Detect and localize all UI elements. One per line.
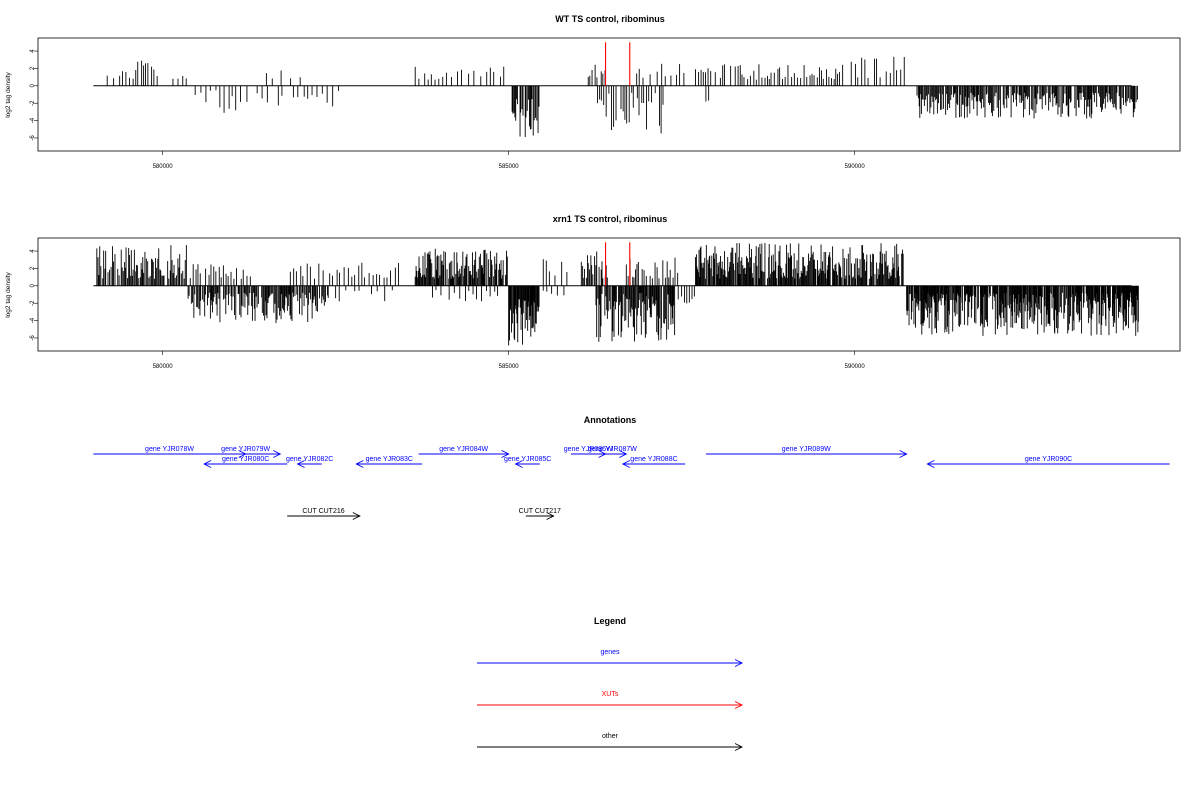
cut-arrow xyxy=(525,512,555,520)
gene-arrow xyxy=(598,450,628,458)
cut-label: CUT CUT216 xyxy=(302,508,344,515)
xrn1-y-tick-label: 4 xyxy=(30,249,36,253)
gene-label: gene YJR082C xyxy=(286,456,333,463)
legend-label: genes xyxy=(600,649,620,656)
legend-title: Legend xyxy=(594,616,626,626)
legend-label: XUTs xyxy=(602,691,619,698)
annotations-title: Annotations xyxy=(584,415,637,425)
gene-label: gene YJR087W xyxy=(588,446,637,453)
xrn1-track-ylabel: log2 tag density xyxy=(5,271,12,317)
gene-arrow xyxy=(926,460,1170,468)
legend-arrow-xuts xyxy=(477,701,744,709)
annotations-panel: Annotations gene YJR078W gene YJR079W gene… xyxy=(93,415,1170,520)
gene-label: gene YJR088C xyxy=(630,456,677,463)
gene-arrow xyxy=(355,460,423,468)
xrn1-x-tick-label: 580000 xyxy=(153,364,174,370)
gene-arrow xyxy=(514,460,540,468)
xrn1-y-tick-label: -6 xyxy=(30,335,36,341)
legend-panel: Legend genes XUTs other xyxy=(477,616,744,751)
gene-label: gene YJR086W xyxy=(564,446,613,453)
xrn1-track-title: xrn1 TS control, ribominus xyxy=(553,214,668,224)
gene-arrow xyxy=(705,450,908,458)
wt-plot-frame xyxy=(37,37,1181,152)
wt-y-tick-label: -2 xyxy=(30,100,36,106)
gene-arrow xyxy=(418,450,510,458)
xrn1-y-tick-label: 2 xyxy=(30,266,36,270)
wt-x-tick-label: 580000 xyxy=(153,164,174,170)
wt-y-tick-label: -4 xyxy=(30,117,36,123)
gene-arrow xyxy=(296,460,322,468)
gene-arrow xyxy=(203,460,288,468)
wt-y-tick-label: 0 xyxy=(30,83,36,87)
xrn1-y-tick-label: -4 xyxy=(30,317,36,323)
wt-track-panel: WT TS control, ribominus log2 tag densit… xyxy=(5,14,1181,170)
legend-arrow-other xyxy=(477,743,744,751)
xrn1-y-tick-label: 0 xyxy=(30,283,36,287)
legend-label: other xyxy=(602,733,619,740)
gene-label: gene YJR089W xyxy=(782,446,831,453)
wt-x-tick-label: 585000 xyxy=(499,164,520,170)
wt-y-tick-label: -6 xyxy=(30,135,36,141)
cut-arrow xyxy=(287,512,361,520)
gene-label: gene YJR080C xyxy=(222,456,269,463)
gene-label: gene YJR083C xyxy=(366,456,413,463)
xrn1-x-tick-label: 590000 xyxy=(845,364,866,370)
cut-label: CUT CUT217 xyxy=(519,508,561,515)
legend-arrow-genes xyxy=(477,659,744,667)
xrn1-plot-frame xyxy=(37,237,1181,352)
wt-track-ylabel: log2 tag density xyxy=(5,71,12,117)
wt-track-title: WT TS control, ribominus xyxy=(555,14,665,24)
gene-label: gene YJR085C xyxy=(504,456,551,463)
wt-x-tick-label: 590000 xyxy=(845,164,866,170)
wt-y-tick-label: 4 xyxy=(30,49,36,53)
xrn1-track-panel: xrn1 TS control, ribominus log2 tag dens… xyxy=(5,214,1181,370)
gene-label: gene YJR090C xyxy=(1025,456,1072,463)
gene-label: gene YJR079W xyxy=(221,446,270,453)
gene-label: gene YJR084W xyxy=(439,446,488,453)
gene-label: gene YJR078W xyxy=(145,446,194,453)
gene-arrow xyxy=(621,460,686,468)
xrn1-y-tick-label: -2 xyxy=(30,300,36,306)
gene-arrow xyxy=(211,450,282,458)
wt-y-tick-label: 2 xyxy=(30,66,36,70)
xrn1-x-tick-label: 585000 xyxy=(499,364,520,370)
